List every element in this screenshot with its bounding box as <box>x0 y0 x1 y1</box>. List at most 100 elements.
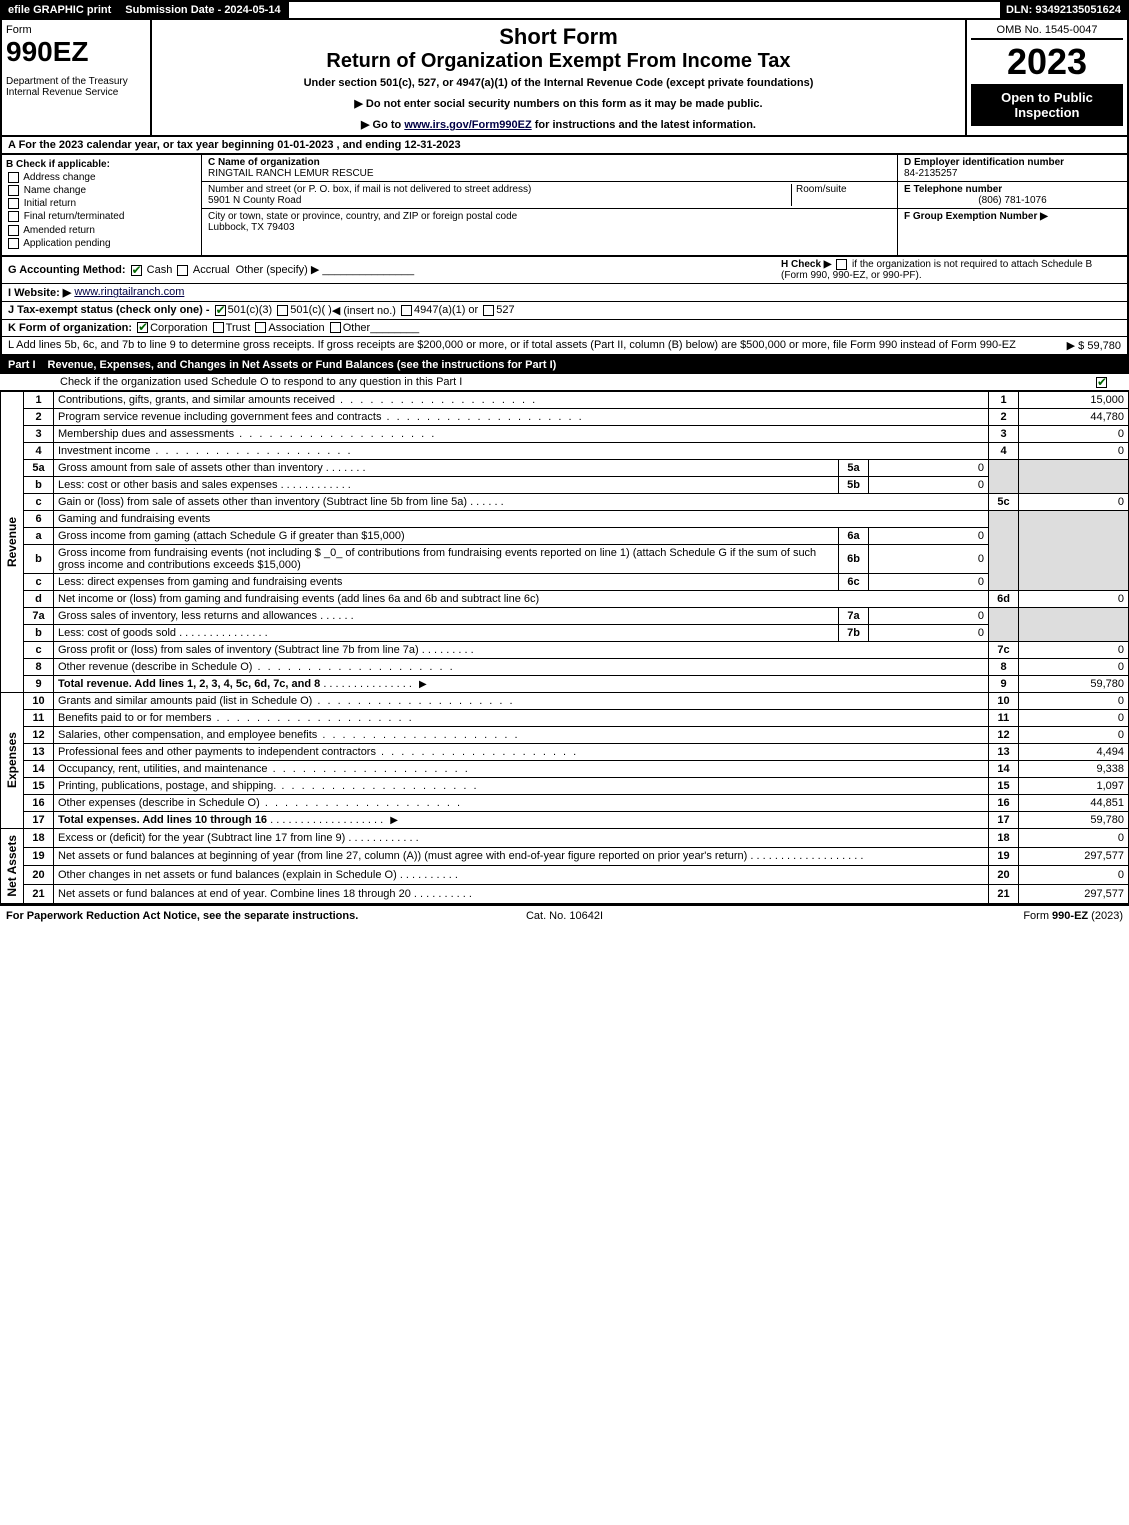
part1-header: Part I Revenue, Expenses, and Changes in… <box>0 356 1129 374</box>
c-name-lbl: C Name of organization <box>208 157 320 168</box>
chk-cash[interactable] <box>131 265 142 276</box>
note-link: ▶ Go to www.irs.gov/Form990EZ for instru… <box>162 118 955 131</box>
chk-initial-return[interactable]: Initial return <box>6 198 197 209</box>
dept-label: Department of the Treasury Internal Reve… <box>6 76 146 98</box>
footer-mid: Cat. No. 10642I <box>378 910 750 922</box>
val-7c: 0 <box>1019 641 1129 658</box>
row-l: L Add lines 5b, 6c, and 7b to line 9 to … <box>2 337 1127 354</box>
website-link[interactable]: www.ringtailranch.com <box>74 286 184 298</box>
val-1: 15,000 <box>1019 391 1129 408</box>
org-city: Lubbock, TX 79403 <box>208 222 295 233</box>
efile-label[interactable]: efile GRAPHIC print <box>2 2 119 18</box>
chk-part1-schedO[interactable] <box>1096 377 1107 388</box>
header-center: Short Form Return of Organization Exempt… <box>152 20 967 135</box>
form-number: 990EZ <box>6 36 146 68</box>
val-6b: 0 <box>869 544 989 573</box>
col-d: D Employer identification number 84-2135… <box>897 155 1127 255</box>
chk-name-change[interactable]: Name change <box>6 185 197 196</box>
c-street-row: Number and street (or P. O. box, if mail… <box>202 182 897 209</box>
val-4: 0 <box>1019 442 1129 459</box>
org-info-block: B Check if applicable: Address change Na… <box>0 155 1129 256</box>
e-phone-val: (806) 781-1076 <box>904 195 1121 206</box>
l-val: ▶ $ 59,780 <box>1059 339 1121 352</box>
note-ssn: ▶ Do not enter social security numbers o… <box>162 97 955 110</box>
row-g-h: G Accounting Method: Cash Accrual Other … <box>2 257 1127 284</box>
row-i: I Website: ▶ www.ringtailranch.com <box>2 284 1127 302</box>
col-c: C Name of organization RINGTAIL RANCH LE… <box>202 155 897 255</box>
omb-number: OMB No. 1545-0047 <box>971 24 1123 40</box>
row-j: J Tax-exempt status (check only one) - 5… <box>2 302 1127 320</box>
part1-sub: Check if the organization used Schedule … <box>0 374 1129 391</box>
g-accounting: G Accounting Method: Cash Accrual Other … <box>8 263 781 276</box>
val-18: 0 <box>1019 828 1129 847</box>
room-suite-lbl: Room/suite <box>791 184 891 206</box>
b-label: B Check if applicable: <box>6 159 197 170</box>
lines-table: Revenue 1 Contributions, gifts, grants, … <box>0 391 1129 904</box>
row-k: K Form of organization: Corporation Trus… <box>2 320 1127 337</box>
open-inspection: Open to Public Inspection <box>971 84 1123 126</box>
irs-link[interactable]: www.irs.gov/Form990EZ <box>404 119 531 131</box>
section-expenses: Expenses <box>1 692 24 828</box>
val-14: 9,338 <box>1019 760 1129 777</box>
chk-assoc[interactable] <box>255 322 266 333</box>
header-left: Form 990EZ Department of the Treasury In… <box>2 20 152 135</box>
e-phone-lbl: E Telephone number <box>904 184 1121 195</box>
val-21: 297,577 <box>1019 884 1129 903</box>
footer: For Paperwork Reduction Act Notice, see … <box>0 904 1129 926</box>
title-short-form: Short Form <box>162 24 955 50</box>
mid-block: G Accounting Method: Cash Accrual Other … <box>0 256 1129 356</box>
footer-left: For Paperwork Reduction Act Notice, see … <box>6 910 378 922</box>
val-6d: 0 <box>1019 590 1129 607</box>
val-3: 0 <box>1019 425 1129 442</box>
c-city-row: City or town, state or province, country… <box>202 209 897 235</box>
subtitle: Under section 501(c), 527, or 4947(a)(1)… <box>162 77 955 89</box>
val-11: 0 <box>1019 709 1129 726</box>
f-group-lbl: F Group Exemption Number ▶ <box>904 211 1121 222</box>
chk-501c3[interactable] <box>215 305 226 316</box>
val-7b: 0 <box>869 624 989 641</box>
chk-501c[interactable] <box>277 305 288 316</box>
section-netassets: Net Assets <box>1 828 24 903</box>
form-label: Form <box>6 24 146 36</box>
chk-trust[interactable] <box>213 322 224 333</box>
val-12: 0 <box>1019 726 1129 743</box>
chk-address-change[interactable]: Address change <box>6 172 197 183</box>
form-header: Form 990EZ Department of the Treasury In… <box>0 20 1129 137</box>
l-text: L Add lines 5b, 6c, and 7b to line 9 to … <box>8 339 1059 351</box>
footer-right: Form 990-EZ (2023) <box>751 910 1123 922</box>
val-5b: 0 <box>869 476 989 493</box>
header-right: OMB No. 1545-0047 2023 Open to Public In… <box>967 20 1127 135</box>
chk-amended-return[interactable]: Amended return <box>6 225 197 236</box>
topbar: efile GRAPHIC print Submission Date - 20… <box>0 0 1129 20</box>
chk-h[interactable] <box>836 259 847 270</box>
org-street: 5901 N County Road <box>208 195 301 206</box>
chk-corp[interactable] <box>137 322 148 333</box>
chk-527[interactable] <box>483 305 494 316</box>
f-group: F Group Exemption Number ▶ <box>898 209 1127 224</box>
chk-accrual[interactable] <box>177 265 188 276</box>
val-7a: 0 <box>869 607 989 624</box>
h-check: H Check ▶ if the organization is not req… <box>781 259 1121 281</box>
d-ein-lbl: D Employer identification number <box>904 157 1121 168</box>
e-phone: E Telephone number (806) 781-1076 <box>898 182 1127 209</box>
d-ein: D Employer identification number 84-2135… <box>898 155 1127 182</box>
val-15: 1,097 <box>1019 777 1129 794</box>
submission-date: Submission Date - 2024-05-14 <box>119 2 288 18</box>
val-16: 44,851 <box>1019 794 1129 811</box>
val-19: 297,577 <box>1019 847 1129 866</box>
val-8: 0 <box>1019 658 1129 675</box>
chk-final-return[interactable]: Final return/terminated <box>6 211 197 222</box>
val-9: 59,780 <box>1019 675 1129 692</box>
val-5a: 0 <box>869 459 989 476</box>
col-b: B Check if applicable: Address change Na… <box>2 155 202 255</box>
section-revenue: Revenue <box>1 391 24 692</box>
chk-4947[interactable] <box>401 305 412 316</box>
chk-application-pending[interactable]: Application pending <box>6 238 197 249</box>
tax-year: 2023 <box>971 44 1123 80</box>
c-city-lbl: City or town, state or province, country… <box>208 211 517 222</box>
d-ein-val: 84-2135257 <box>904 168 1121 179</box>
chk-other-org[interactable] <box>330 322 341 333</box>
val-5c: 0 <box>1019 493 1129 510</box>
row-a: A For the 2023 calendar year, or tax yea… <box>0 137 1129 155</box>
c-street-lbl: Number and street (or P. O. box, if mail… <box>208 184 531 195</box>
